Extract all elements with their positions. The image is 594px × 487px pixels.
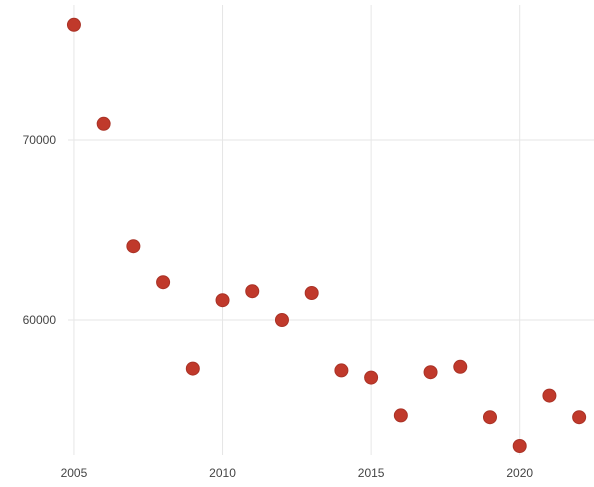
data-point-2013[interactable] [304,286,319,300]
data-point-2019[interactable] [482,410,497,425]
data-point-2006[interactable] [96,116,111,131]
data-point-2016[interactable] [393,408,408,423]
y-tick-label: 60000 [23,313,57,327]
y-axis-tick-labels: 60000 70000 [23,133,57,327]
data-point-2018[interactable] [453,359,468,374]
data-point-2017[interactable] [423,365,438,380]
scatter-points [66,17,587,453]
data-point-2020[interactable] [512,439,527,453]
data-point-2012[interactable] [274,313,289,327]
y-gridlines [68,139,594,321]
data-point-2009[interactable] [185,361,200,376]
data-point-2008[interactable] [156,275,171,290]
data-point-2005[interactable] [66,17,81,32]
data-point-2021[interactable] [542,388,557,403]
data-point-2015[interactable] [364,370,379,385]
y-tick-label: 70000 [23,133,57,147]
x-tick-label: 2020 [506,466,533,480]
x-tick-label: 2010 [209,466,236,480]
data-point-2007[interactable] [126,239,141,254]
x-gridlines [73,5,521,455]
x-tick-label: 2005 [61,466,88,480]
data-point-2014[interactable] [334,363,349,378]
data-point-2022[interactable] [572,410,587,425]
x-tick-label: 2015 [358,466,385,480]
data-point-2010[interactable] [215,293,230,308]
data-point-2011[interactable] [245,284,260,299]
x-axis-tick-labels: 2005 2010 2015 2020 [61,466,534,480]
